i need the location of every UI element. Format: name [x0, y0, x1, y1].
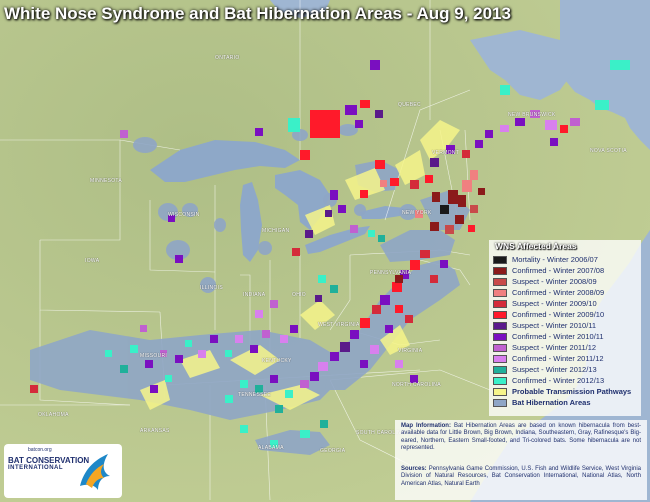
legend-label: Confirmed - Winter 2011/12: [512, 354, 604, 363]
wns-counties: [30, 60, 630, 448]
label-north-carolina: NORTH CAROLINA: [392, 382, 441, 388]
label-new-york: NEW YORK: [402, 210, 432, 216]
legend-swatch: [493, 277, 507, 286]
legend-label: Mortality - Winter 2006/07: [512, 255, 598, 264]
logo-org-line1: BAT CONSERVATION: [8, 456, 90, 465]
label-pennsylvania: PENNSYLVANIA: [370, 270, 412, 276]
legend-swatch: [493, 299, 507, 308]
legend-item: Bat Hibernation Areas: [489, 397, 641, 408]
label-virginia: VIRGINIA: [398, 348, 423, 354]
sources-label: Sources:: [401, 466, 427, 472]
legend-item: Confirmed - Winter 2009/10: [489, 309, 641, 320]
legend-label: Confirmed - Winter 2008/09: [512, 288, 605, 297]
legend-label: Confirmed - Winter 2010/11: [512, 332, 604, 341]
legend-item: Suspect - Winter 2009/10: [489, 298, 641, 309]
legend-label: Confirmed - Winter 2012/13: [512, 376, 605, 385]
legend-label: Suspect - Winter 2011/12: [512, 343, 597, 352]
label-vermont: VERMONT: [432, 150, 460, 156]
legend-item: Confirmed - Winter 2010/11: [489, 331, 641, 342]
legend-item: Suspect - Winter 2012/13: [489, 364, 641, 375]
label-illinois: ILLINOIS: [200, 285, 223, 291]
label-wisconsin: WISCONSIN: [168, 212, 200, 218]
legend-item: Confirmed - Winter 2011/12: [489, 353, 641, 364]
label-kentucky: KENTUCKY: [262, 358, 292, 364]
bat-icon: [80, 454, 110, 490]
sources-text: Pennsylvania Game Commission, U.S. Fish …: [401, 466, 641, 487]
map-title: White Nose Syndrome and Bat Hibernation …: [4, 4, 511, 23]
legend-box: WNS Affected Areas Mortality - Winter 20…: [489, 240, 641, 416]
legend-label: Suspect - Winter 2010/11: [512, 321, 597, 330]
legend-heading: WNS Affected Areas: [495, 241, 577, 251]
legend-item: Probable Transmission Pathways: [489, 386, 641, 397]
label-arkansas: ARKANSAS: [140, 428, 170, 434]
legend-swatch: [493, 365, 507, 374]
legend-label: Confirmed - Winter 2009/10: [512, 310, 605, 319]
legend-items: Mortality - Winter 2006/07 Confirmed - Wi…: [489, 254, 641, 408]
info-box: Map Information: Bat Hibernation Areas a…: [395, 420, 647, 500]
bci-logo: batcon.org BAT CONSERVATION INTERNATIONA…: [4, 444, 122, 498]
map-information: Map Information: Bat Hibernation Areas a…: [401, 423, 641, 453]
legend-item: Suspect - Winter 2008/09: [489, 276, 641, 287]
label-tennessee: TENNESSEE: [238, 392, 271, 398]
label-new-brunswick: NEW BRUNSWICK: [508, 112, 556, 118]
label-iowa: IOWA: [85, 258, 100, 264]
label-michigan: MICHIGAN: [262, 228, 290, 234]
legend-item: Confirmed - Winter 2008/09: [489, 287, 641, 298]
legend-swatch: [493, 398, 507, 407]
logo-site: batcon.org: [28, 447, 52, 453]
legend-label: Suspect - Winter 2008/09: [512, 277, 597, 286]
legend-label: Probable Transmission Pathways: [512, 387, 632, 396]
legend-swatch: [493, 387, 507, 396]
legend-item: Mortality - Winter 2006/07: [489, 254, 641, 265]
label-quebec: QUEBEC: [398, 102, 421, 108]
label-ohio: OHIO: [292, 292, 306, 298]
label-oklahoma: OKLAHOMA: [38, 412, 69, 418]
map-information-text: Bat Hibernation Areas are based on known…: [401, 423, 642, 452]
legend-item: Suspect - Winter 2011/12: [489, 342, 641, 353]
legend-label: Bat Hibernation Areas: [512, 398, 591, 407]
logo-org-line2: INTERNATIONAL: [8, 465, 64, 471]
legend-swatch: [493, 376, 507, 385]
legend-item: Confirmed - Winter 2007/08: [489, 265, 641, 276]
legend-label: Suspect - Winter 2009/10: [512, 299, 597, 308]
label-indiana: INDIANA: [243, 292, 266, 298]
legend-item: Confirmed - Winter 2012/13: [489, 375, 641, 386]
legend-swatch: [493, 321, 507, 330]
legend-swatch: [493, 288, 507, 297]
lake-michigan: [240, 182, 262, 262]
sources: Sources: Pennsylvania Game Commission, U…: [401, 466, 641, 488]
legend-item: Suspect - Winter 2010/11: [489, 320, 641, 331]
label-south-carolina: SOUTH CAROLINA: [356, 430, 405, 436]
lake-ontario: [360, 206, 405, 219]
legend-label: Confirmed - Winter 2007/08: [512, 266, 605, 275]
label-alabama: ALABAMA: [258, 445, 284, 451]
label-west-virginia: WEST VIRGINIA: [318, 322, 360, 328]
legend-swatch: [493, 332, 507, 341]
label-minnesota: MINNESOTA: [90, 178, 123, 184]
lake-superior: [150, 140, 300, 182]
legend-swatch: [493, 354, 507, 363]
map-information-label: Map Information:: [401, 423, 451, 429]
legend-swatch: [493, 310, 507, 319]
label-missouri: MISSOURI: [140, 353, 168, 359]
legend-swatch: [493, 343, 507, 352]
label-georgia: GEORGIA: [320, 448, 346, 454]
legend-swatch: [493, 255, 507, 264]
label-nova-scotia: NOVA SCOTIA: [590, 148, 627, 154]
legend-swatch: [493, 266, 507, 275]
gulf-water: [470, 30, 575, 100]
label-ontario: ONTARIO: [215, 55, 240, 61]
legend-label: Suspect - Winter 2012/13: [512, 365, 597, 374]
